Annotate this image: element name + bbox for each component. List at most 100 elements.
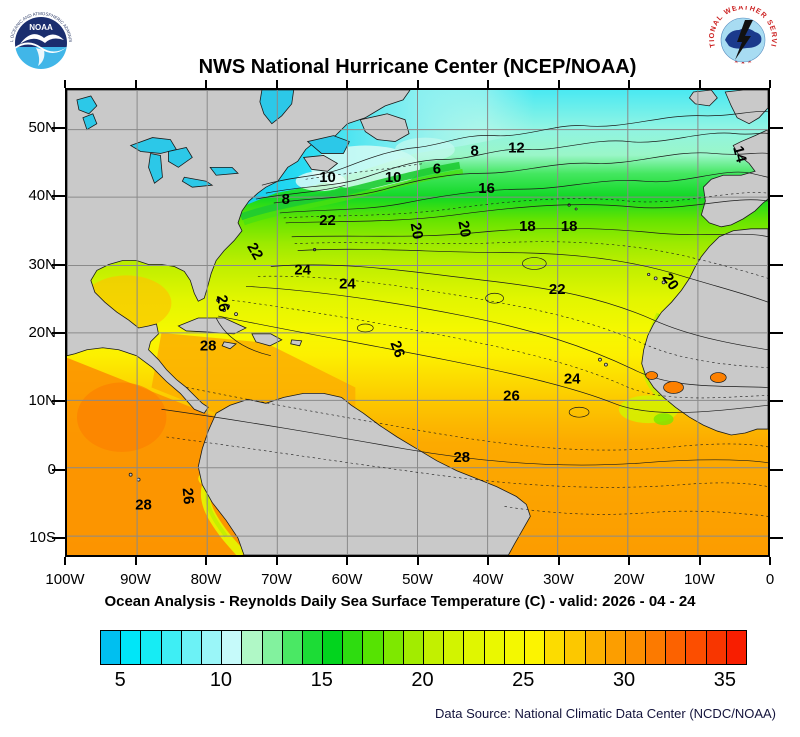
lon-tick-bottom (487, 557, 489, 565)
colorbar-segment (686, 631, 707, 664)
lat-tick-left (52, 468, 65, 471)
colorbar-segment (565, 631, 586, 664)
lon-tick-label: 50W (402, 571, 433, 588)
lat-tick-left (52, 263, 65, 266)
lat-tick-left (52, 400, 65, 403)
lon-tick-bottom (628, 557, 630, 565)
colorbar-segment (524, 631, 546, 664)
lake-huron (168, 147, 193, 168)
lat-tick-right (770, 127, 783, 129)
lon-tick-top (205, 80, 207, 88)
contour-value-label: 20 (407, 222, 426, 241)
noaa-label: NOAA (29, 23, 53, 32)
map-caption: Ocean Analysis - Reynolds Daily Sea Surf… (104, 593, 696, 610)
lon-tick-label: 20W (613, 571, 645, 588)
contour-value-label: 14 (729, 144, 749, 165)
lon-tick-top (628, 80, 630, 88)
lon-tick-label: 10W (684, 571, 715, 588)
lat-tick-left (52, 331, 65, 334)
colorbar-tick-label: 25 (512, 669, 535, 691)
lightning-bolt-icon (735, 20, 753, 60)
lat-tick-label: 50N (28, 119, 56, 136)
lon-tick-bottom (346, 557, 348, 565)
map-figure: 8 6 10 10 8 12 14 16 18 18 20 20 20 22 22 22 24 24 24 26 26 2… (65, 88, 770, 557)
nws-logo: NATIONAL WEATHER SERVICE ★ ★ ★ (709, 6, 777, 74)
colorbar-tick-label: 30 (612, 669, 636, 691)
lon-tick-bottom (698, 557, 701, 565)
lat-tick-right (770, 263, 783, 266)
contour-value-label: 20 (659, 271, 682, 294)
contour-value-label: 10 (385, 170, 402, 186)
data-source-note: Data Source: National Climatic Data Cent… (435, 706, 776, 721)
colorbar-segment (201, 631, 223, 664)
contour-value-label: 24 (564, 371, 581, 387)
nova-scotia (302, 155, 339, 172)
lon-tick-bottom (64, 557, 66, 565)
lat-tick-label: 30N (28, 255, 56, 273)
lon-tick-label: 90W (120, 571, 151, 588)
lon-tick-label: 30W (543, 571, 574, 588)
hispaniola (251, 333, 283, 347)
lat-tick-label: 0 (47, 460, 56, 478)
colorbar-segment (605, 631, 626, 664)
colorbar-segment (222, 631, 243, 664)
colorbar-tick-label: 10 (209, 669, 233, 691)
lat-tick-right (770, 536, 783, 539)
colorbar-segment (666, 631, 687, 664)
contour-lines-dashed (166, 163, 768, 517)
lat-tick-right (770, 468, 783, 471)
contour-value-label: 22 (549, 282, 566, 298)
lon-tick-label: 80W (190, 571, 222, 588)
colorbar-segment (262, 631, 283, 664)
colorbar-segment (343, 631, 364, 664)
lake-michigan (148, 152, 163, 184)
contour-value-label: 26 (213, 294, 232, 313)
contour-value-label: 12 (508, 140, 525, 156)
contour-value-label: 18 (519, 219, 536, 235)
colorbar-segment (484, 631, 505, 664)
lakes (76, 90, 350, 188)
lon-tick-label: 60W (331, 571, 363, 588)
lon-tick-bottom (134, 557, 137, 565)
lat-tick-label: 10S (29, 528, 56, 546)
contour-value-label: 20 (454, 220, 473, 239)
contour-value-label: 28 (453, 450, 470, 466)
contour-lines (161, 111, 768, 466)
colorbar-segment (383, 631, 404, 664)
colorbar-segment (141, 631, 162, 664)
contour-value-label: 8 (282, 192, 290, 208)
lake-erie (181, 176, 214, 188)
lat-tick-right (770, 331, 783, 334)
colorbar-tick-label: 20 (411, 669, 434, 691)
lon-tick-top (134, 80, 137, 88)
gulf-of-st-lawrence (306, 135, 350, 154)
lon-tick-bottom (769, 557, 771, 565)
contour-labels: 8 6 10 10 8 12 14 16 18 18 20 20 20 22 22 22 24 24 24 26 26 2… (135, 140, 749, 513)
colorbar-segment (302, 631, 324, 664)
colorbar-segment (403, 631, 424, 664)
lat-tick-label: 40N (28, 187, 56, 205)
contour-value-label: 24 (339, 276, 356, 292)
seagull-icon (20, 34, 64, 44)
contour-value-label: 10 (319, 170, 336, 186)
lake-ontario (209, 166, 239, 176)
jamaica (221, 341, 237, 350)
colorbar-tick-label: 35 (713, 669, 736, 691)
colorbar-segment (585, 631, 606, 664)
britain (724, 90, 768, 125)
lon-tick-top (557, 80, 560, 88)
lon-tick-bottom (416, 557, 419, 565)
page-title: NWS National Hurricane Center (NCEP/NOAA… (198, 56, 637, 78)
noaa-logo: NATIONAL OCEANIC AND ATMOSPHERIC ADMINIS… (8, 10, 74, 76)
colorbar-segment (101, 631, 122, 664)
contour-value-label: 28 (135, 497, 152, 513)
contour-value-label: 26 (179, 487, 196, 505)
colorbar (100, 630, 747, 665)
colorbar-segment (625, 631, 647, 664)
colorbar-segment (242, 631, 263, 664)
contour-value-label: 28 (200, 339, 217, 355)
hudson-bay (259, 90, 295, 125)
grid-lines (67, 90, 768, 555)
lon-tick-top (487, 80, 489, 88)
